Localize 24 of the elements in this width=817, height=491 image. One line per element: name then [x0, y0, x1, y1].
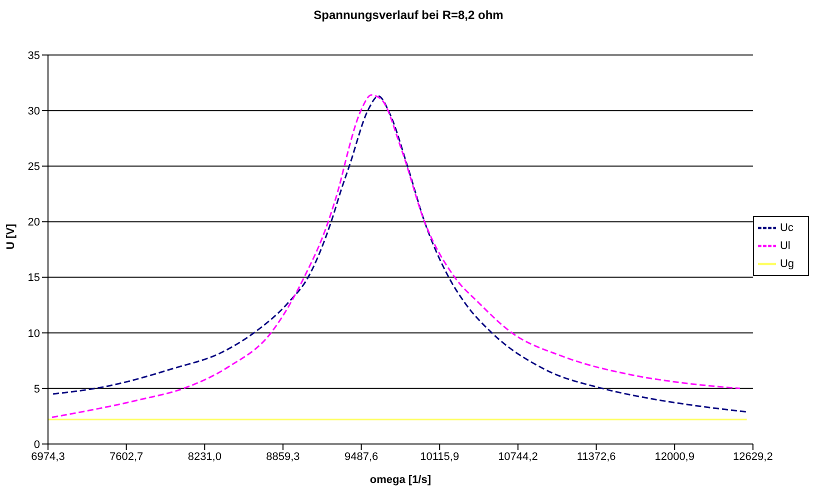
- legend-label: Uc: [780, 221, 794, 234]
- x-tick-label: 8859,3: [266, 450, 300, 463]
- x-tick-label: 7602,7: [110, 450, 144, 463]
- x-tick-label: 10744,2: [498, 450, 538, 463]
- x-axis-title: omega [1/s]: [370, 474, 432, 486]
- y-tick-label: 20: [28, 216, 40, 229]
- y-tick-label: 15: [28, 272, 40, 284]
- legend-label: Ug: [780, 257, 794, 270]
- x-tick-label: 9487,6: [344, 450, 378, 463]
- y-tick-label: 10: [28, 328, 40, 340]
- x-tick-label: 11372,6: [576, 450, 616, 463]
- y-tick-label: 5: [34, 383, 40, 396]
- x-tick-label: 6974,3: [31, 450, 65, 463]
- x-tick-label: 8231,0: [188, 450, 222, 463]
- x-tick-label: 10115,9: [420, 450, 460, 463]
- y-tick-label: 35: [28, 50, 40, 62]
- x-tick-label: 12629,2: [733, 450, 773, 463]
- legend-label: Ul: [780, 239, 790, 252]
- y-tick-label: 30: [28, 105, 40, 118]
- chart-title: Spannungsverlauf bei R=8,2 ohm: [312, 8, 504, 22]
- y-axis-title: U [V]: [4, 224, 17, 250]
- x-tick-label: 12000,9: [654, 450, 694, 463]
- y-tick-label: 25: [28, 161, 40, 174]
- y-tick-label: 0: [34, 438, 40, 451]
